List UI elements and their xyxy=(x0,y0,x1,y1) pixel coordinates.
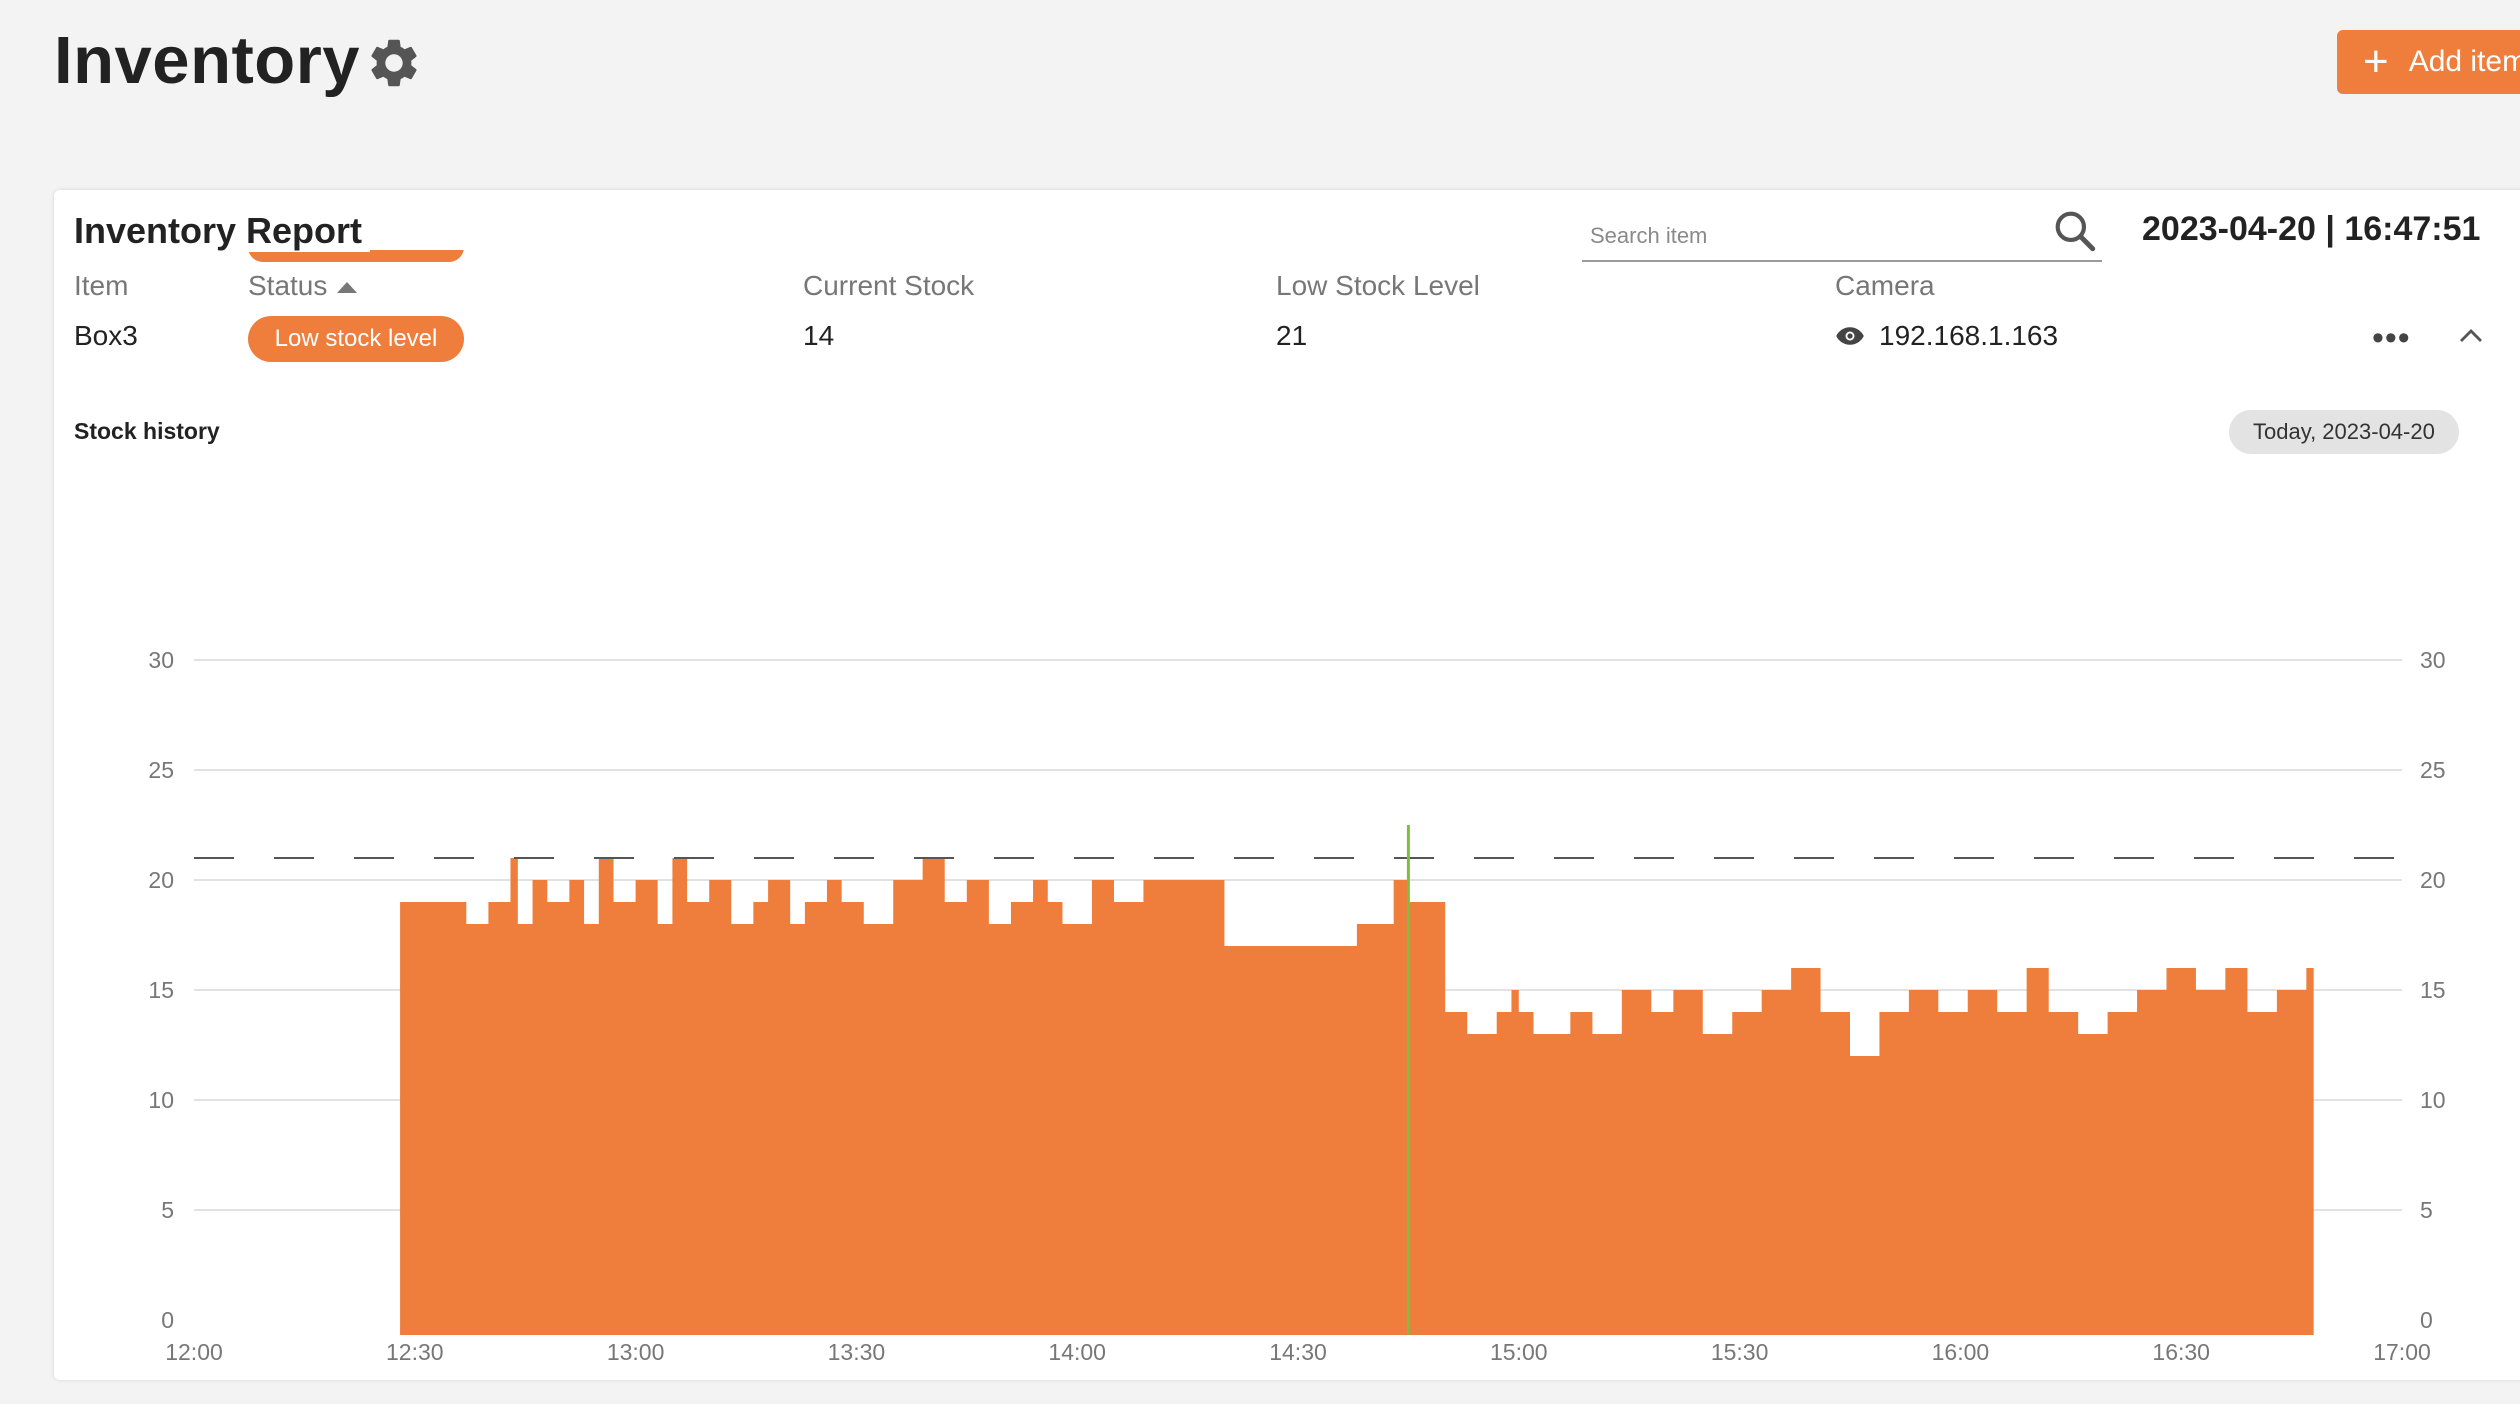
camera-link[interactable]: 192.168.1.163 xyxy=(1835,320,2058,352)
column-header-current-stock[interactable]: Current Stock xyxy=(803,270,975,301)
y-tick-label-left: 30 xyxy=(148,647,174,673)
x-tick-label: 15:30 xyxy=(1711,1339,1769,1365)
y-tick-label-right: 0 xyxy=(2420,1307,2433,1333)
gear-icon[interactable] xyxy=(365,34,423,92)
status-badge: Low stock level xyxy=(248,316,464,362)
stock-area-series xyxy=(400,858,2314,1335)
x-tick-label: 16:30 xyxy=(2152,1339,2210,1365)
x-tick-label: 16:00 xyxy=(1932,1339,1990,1365)
x-tick-label: 12:30 xyxy=(386,1339,444,1365)
column-header-low-stock-level[interactable]: Low Stock Level xyxy=(1276,270,1480,301)
report-title: Inventory Report xyxy=(74,210,371,252)
column-header-item[interactable]: Item xyxy=(74,270,129,301)
y-tick-label-right: 25 xyxy=(2420,757,2446,783)
row-low-stock-level: 21 xyxy=(1276,320,1308,351)
x-tick-label: 14:00 xyxy=(1048,1339,1106,1365)
search-input[interactable] xyxy=(1588,218,2032,254)
y-tick-label-left: 15 xyxy=(148,977,174,1003)
y-tick-label-right: 15 xyxy=(2420,977,2446,1003)
row-item-name: Box3 xyxy=(74,320,138,351)
x-tick-label: 13:00 xyxy=(607,1339,665,1365)
sort-ascending-icon xyxy=(337,282,358,294)
x-tick-label: 13:30 xyxy=(828,1339,886,1365)
camera-ip: 192.168.1.163 xyxy=(1879,320,2059,351)
column-header-status[interactable]: Status xyxy=(248,270,358,302)
inventory-report-card: Inventory Report 2023-04-20 | 16:47:51 I… xyxy=(54,190,2520,1380)
x-tick-label: 17:00 xyxy=(2373,1339,2431,1365)
column-header-camera[interactable]: Camera xyxy=(1835,270,1935,301)
y-tick-label-left: 10 xyxy=(148,1087,174,1113)
x-tick-label: 12:00 xyxy=(165,1339,223,1365)
search-icon[interactable] xyxy=(2050,206,2100,256)
scrolled-row-remnant xyxy=(54,250,2520,266)
y-tick-label-left: 25 xyxy=(148,757,174,783)
column-header-status-label: Status xyxy=(248,270,328,301)
y-tick-label-left: 0 xyxy=(161,1307,174,1333)
x-tick-label: 14:30 xyxy=(1269,1339,1327,1365)
ghost-status-badge xyxy=(248,250,464,262)
row-current-stock: 14 xyxy=(803,320,835,351)
y-tick-label-right: 10 xyxy=(2420,1087,2446,1113)
add-item-button[interactable]: + Add item xyxy=(2337,30,2520,94)
y-tick-label-right: 5 xyxy=(2420,1197,2433,1223)
stock-history-chart: 0 0 5 5 10 10 15 15 20 20 25 25 30 30 12:00 12:30 13:00 1… xyxy=(148,647,2446,1365)
y-tick-label-left: 20 xyxy=(148,867,174,893)
y-tick-label-right: 20 xyxy=(2420,867,2446,893)
report-datetime: 2023-04-20 | 16:47:51 xyxy=(2142,210,2481,249)
y-tick-label-left: 5 xyxy=(161,1197,174,1223)
page-title: Inventory xyxy=(54,23,361,98)
plus-icon: + xyxy=(2363,37,2389,86)
y-tick-label-right: 30 xyxy=(2420,647,2446,673)
chevron-up-icon[interactable] xyxy=(2456,324,2486,348)
eye-icon xyxy=(1836,327,1864,345)
add-item-label: Add item xyxy=(2408,45,2520,78)
stock-history-label: Stock history xyxy=(74,418,220,444)
date-filter-chip[interactable]: Today, 2023-04-20 xyxy=(2229,410,2459,454)
search-box[interactable] xyxy=(1582,208,2102,262)
x-tick-label: 15:00 xyxy=(1490,1339,1548,1365)
page-header: Inventory + Add item xyxy=(0,0,2520,130)
